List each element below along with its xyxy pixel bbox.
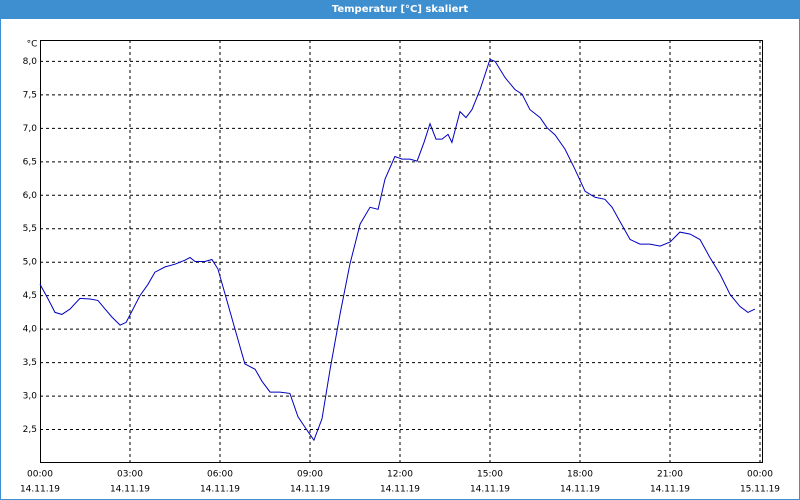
y-tick-label: 4,0 <box>23 325 38 335</box>
y-tick-label: 5,5 <box>23 224 37 234</box>
y-tick-label: 5,0 <box>23 258 38 268</box>
x-tick-date: 14.11.19 <box>560 485 600 495</box>
y-axis-label: °C <box>27 40 38 50</box>
y-tick-label: 6,5 <box>23 157 37 167</box>
plot-area <box>40 40 763 463</box>
x-tick-label: 00:00 <box>27 470 53 480</box>
y-tick-label: 3,5 <box>23 358 37 368</box>
x-tick-label: 00:00 <box>747 470 773 480</box>
data-line <box>39 58 756 442</box>
title-bar <box>0 0 800 18</box>
x-tick-date: 14.11.19 <box>380 485 420 495</box>
x-tick-date: 14.11.19 <box>200 485 240 495</box>
x-tick-label: 21:00 <box>657 470 683 480</box>
y-tick-label: 3,0 <box>23 392 38 402</box>
y-tick-label: 7,5 <box>23 90 37 100</box>
x-tick-label: 12:00 <box>387 470 413 480</box>
y-tick-label: 8,0 <box>23 57 38 67</box>
y-tick-label: 4,5 <box>23 291 37 301</box>
x-tick-label: 09:00 <box>297 470 323 480</box>
chart-title: Temperatur [°C] skaliert <box>332 4 469 15</box>
y-tick-label: 7,0 <box>23 124 38 134</box>
x-tick-label: 06:00 <box>207 470 233 480</box>
y-tick-label: 2,5 <box>23 425 37 435</box>
x-tick-label: 18:00 <box>567 470 593 480</box>
x-tick-date: 14.11.19 <box>290 485 330 495</box>
x-tick-date: 14.11.19 <box>470 485 510 495</box>
x-tick-date: 14.11.19 <box>20 485 60 495</box>
x-tick-date: 14.11.19 <box>650 485 690 495</box>
x-tick-label: 03:00 <box>117 470 143 480</box>
y-tick-label: 6,0 <box>23 191 38 201</box>
x-tick-date: 15.11.19 <box>740 485 780 495</box>
x-tick-label: 15:00 <box>477 470 503 480</box>
x-tick-date: 14.11.19 <box>110 485 150 495</box>
